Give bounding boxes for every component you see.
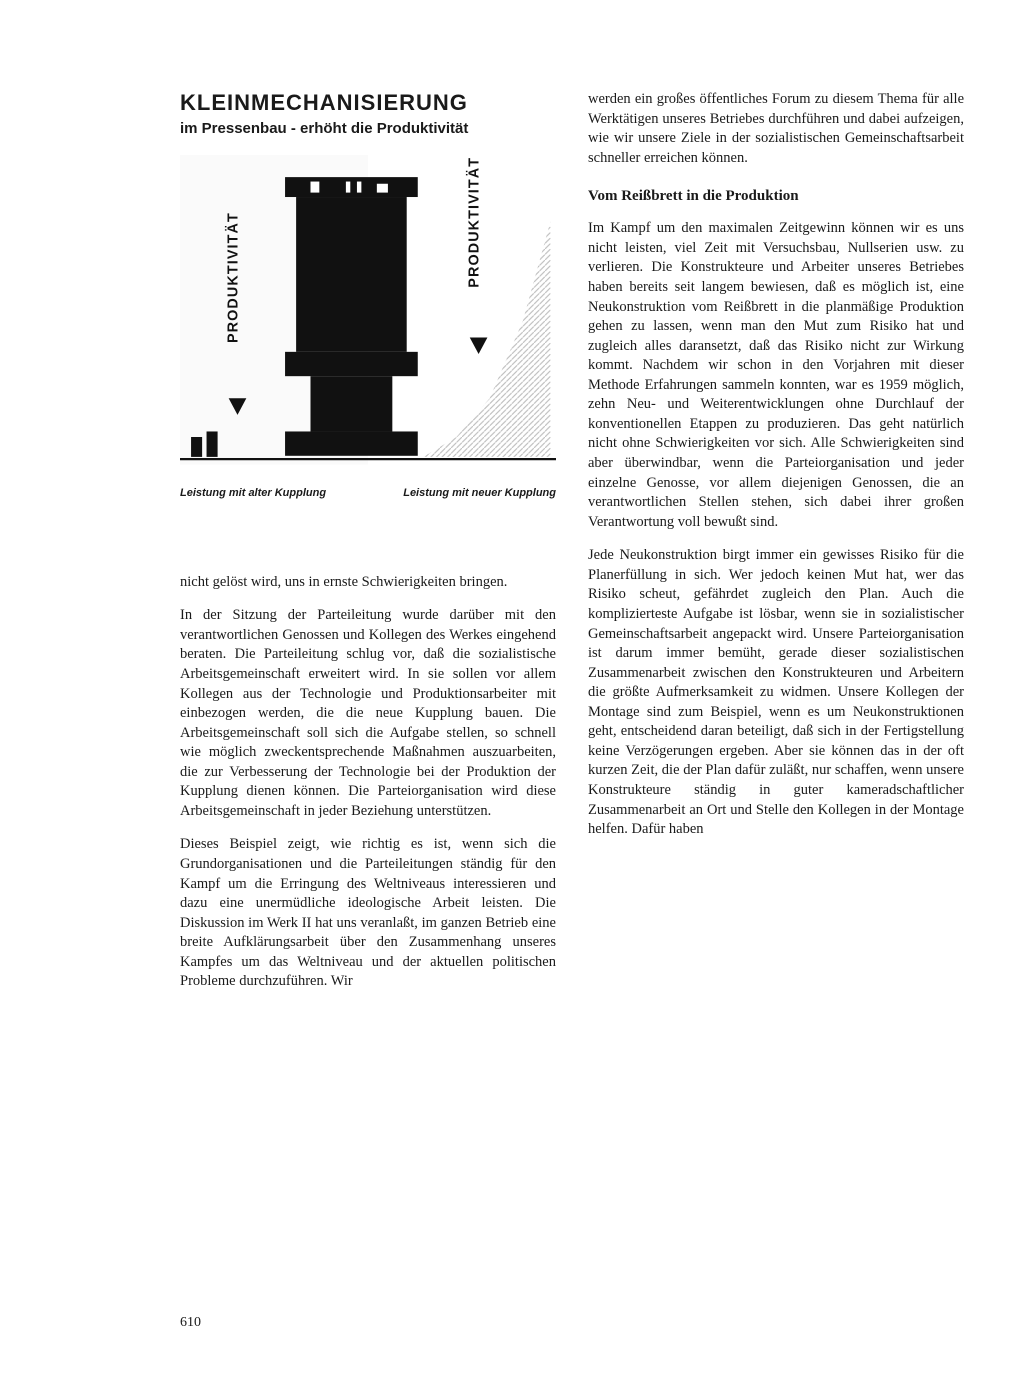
title-main: KLEINMECHANISIERUNG bbox=[180, 90, 556, 116]
chart-caption-right: Leistung mit neuer Kupplung bbox=[403, 487, 556, 499]
right-p1: werden ein großes öffentliches Forum zu … bbox=[588, 90, 964, 168]
chart-caption-left: Leistung mit alter Kupplung bbox=[180, 487, 326, 499]
page-number: 610 bbox=[180, 1315, 201, 1331]
title-sub: im Pressenbau - erhöht die Produktivität bbox=[180, 120, 556, 137]
left-column: KLEINMECHANISIERUNG im Pressenbau - erhö… bbox=[180, 90, 556, 1006]
svg-text:PRODUKTIVITÄT: PRODUKTIVITÄT bbox=[466, 157, 483, 288]
section-heading: Vom Reißbrett in die Produktion bbox=[588, 188, 964, 205]
right-p2: Im Kampf um den maximalen Zeitgewinn kön… bbox=[588, 219, 964, 532]
chart-captions: Leistung mit alter Kupplung Leistung mit… bbox=[180, 487, 556, 499]
left-p3: Dieses Beispiel zeigt, wie richtig es is… bbox=[180, 835, 556, 992]
article-title: KLEINMECHANISIERUNG im Pressenbau - erhö… bbox=[180, 90, 556, 137]
productivity-chart: PRODUKTIVITÄT PRODUKTIVITÄT bbox=[180, 155, 556, 499]
chart-svg: PRODUKTIVITÄT PRODUKTIVITÄT bbox=[180, 155, 556, 476]
left-p2: In der Sitzung der Parteileitung wurde d… bbox=[180, 606, 556, 821]
right-p3: Jede Neukonstruktion birgt immer ein gew… bbox=[588, 546, 964, 839]
svg-text:PRODUKTIVITÄT: PRODUKTIVITÄT bbox=[225, 212, 242, 343]
page-content: KLEINMECHANISIERUNG im Pressenbau - erhö… bbox=[0, 0, 1024, 1046]
right-column: werden ein großes öffentliches Forum zu … bbox=[588, 90, 964, 1006]
left-p1: nicht gelöst wird, uns in ernste Schwier… bbox=[180, 573, 556, 593]
